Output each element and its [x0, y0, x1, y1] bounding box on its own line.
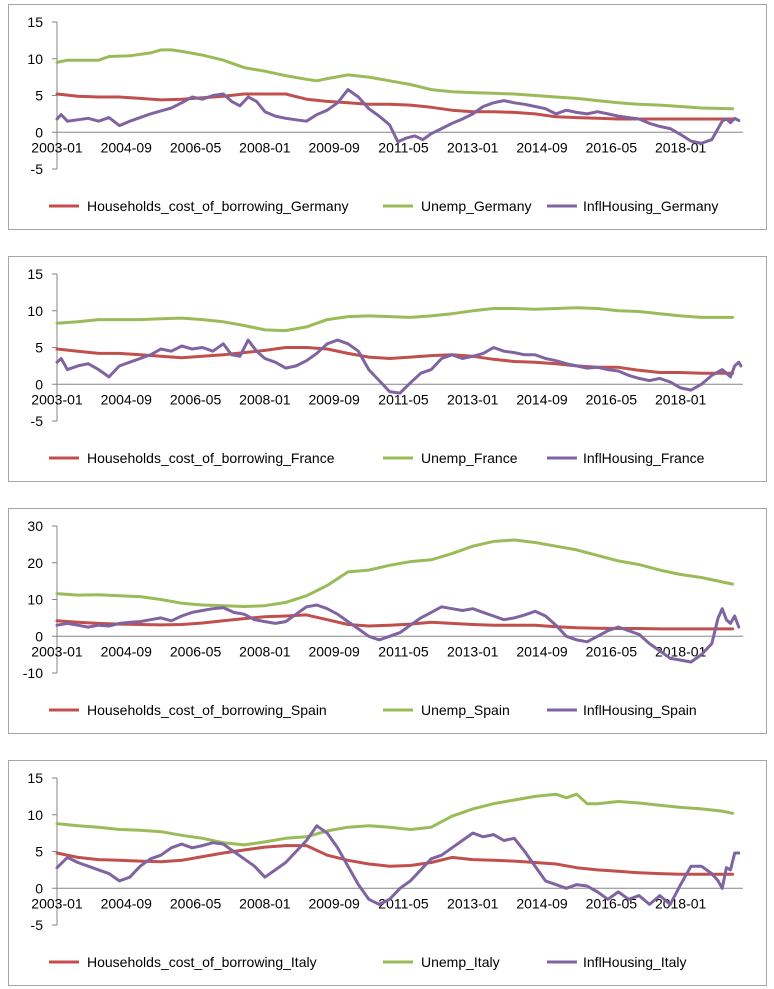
- y-tick-label: 0: [35, 124, 43, 140]
- y-tick-label: -5: [31, 161, 44, 177]
- x-tick-label: 2018-01: [655, 391, 707, 407]
- x-tick-label: 2013-01: [447, 643, 499, 659]
- y-tick-label: -5: [31, 413, 44, 429]
- x-tick-label: 2011-05: [378, 139, 429, 155]
- legend-label-infl: InflHousing_Spain: [583, 702, 697, 718]
- x-tick-label: 2013-01: [447, 895, 499, 911]
- x-tick-label: 2013-01: [447, 391, 499, 407]
- line-chart-france: -5 0 5 10 15 2003-01 2004-09 2006-05 2008-01 2009…: [27, 266, 743, 466]
- series-line-infl: [55, 824, 741, 906]
- x-tick-label: 2008-01: [239, 643, 291, 659]
- series-line-infl: [55, 88, 741, 145]
- legend-label-unemp: Unemp_Italy: [421, 954, 500, 970]
- chart-panel-italy: -5 0 5 10 15 2003-01 2004-09 2006-05 2008-01 2009…: [8, 760, 767, 986]
- x-tick-label: 2006-05: [170, 139, 222, 155]
- series-line-unemp: [55, 306, 735, 333]
- x-tick-label: 2009-09: [308, 643, 360, 659]
- line-chart-spain: -10 0 10 20 30 2003-01 2004-09 2006-05 2008-01 20…: [23, 518, 743, 718]
- chart-panel-france: -5 0 5 10 15 2003-01 2004-09 2006-05 2008-01 2009…: [8, 256, 767, 482]
- series-line-infl: [55, 338, 743, 395]
- series-line-unemp: [55, 538, 735, 608]
- series-line-unemp: [55, 48, 735, 111]
- line-chart-italy: -5 0 5 10 15 2003-01 2004-09 2006-05 2008-01 2009…: [27, 770, 743, 970]
- x-tick-label: 2014-09: [516, 391, 568, 407]
- x-tick-label: 2011-05: [378, 895, 429, 911]
- x-tick-label: 2009-09: [308, 895, 360, 911]
- y-tick-label: 10: [27, 592, 43, 608]
- legend-label-unemp: Unemp_Germany: [421, 198, 532, 214]
- x-tick-label: 2016-05: [586, 643, 638, 659]
- legend-label-infl: InflHousing_France: [583, 450, 705, 466]
- x-tick-label: 2014-09: [516, 895, 568, 911]
- legend-label-cost: Households_cost_of_borrowing_France: [87, 450, 335, 466]
- x-tick-label: 2006-05: [170, 895, 222, 911]
- y-tick-label: 15: [27, 14, 43, 30]
- series-line-infl: [55, 603, 741, 664]
- chart-panel-germany: -5 0 5 10 15 2003-01 2004-09 2006-05 2008-01 2009…: [8, 4, 767, 230]
- x-tick-label: 2018-01: [655, 895, 707, 911]
- x-tick-label: 2006-05: [170, 643, 222, 659]
- x-tick-label: 2003-01: [31, 895, 83, 911]
- x-tick-label: 2014-09: [516, 643, 568, 659]
- x-tick-label: 2006-05: [170, 391, 222, 407]
- y-tick-label: 5: [35, 340, 43, 356]
- x-tick-label: 2008-01: [239, 895, 291, 911]
- x-tick-label: 2008-01: [239, 139, 291, 155]
- x-tick-label: 2008-01: [239, 391, 291, 407]
- series-line-cost: [55, 92, 735, 121]
- legend-label-unemp: Unemp_Spain: [421, 702, 510, 718]
- x-tick-label: 2003-01: [31, 139, 83, 155]
- y-tick-label: -5: [31, 917, 44, 933]
- x-tick-label: 2004-09: [101, 643, 153, 659]
- x-tick-label: 2004-09: [101, 391, 153, 407]
- y-tick-label: 10: [27, 303, 43, 319]
- x-tick-label: 2018-01: [655, 139, 707, 155]
- legend-label-cost: Households_cost_of_borrowing_Italy: [87, 954, 317, 970]
- legend-label-unemp: Unemp_France: [421, 450, 518, 466]
- x-tick-label: 2011-05: [378, 391, 429, 407]
- y-tick-label: 0: [35, 628, 43, 644]
- y-tick-label: 30: [27, 518, 43, 534]
- series-line-cost: [55, 346, 735, 375]
- series-line-cost: [55, 844, 735, 876]
- x-tick-label: 2003-01: [31, 643, 83, 659]
- chart-panel-spain: -10 0 10 20 30 2003-01 2004-09 2006-05 2008-01 20…: [8, 508, 767, 734]
- x-tick-label: 2004-09: [101, 895, 153, 911]
- x-tick-label: 2014-09: [516, 139, 568, 155]
- y-tick-label: 5: [35, 88, 43, 104]
- y-tick-label: 0: [35, 880, 43, 896]
- legend-label-cost: Households_cost_of_borrowing_Germany: [87, 198, 348, 214]
- x-tick-label: 2009-09: [308, 391, 360, 407]
- x-tick-label: 2011-05: [378, 643, 429, 659]
- x-tick-label: 2013-01: [447, 139, 499, 155]
- line-chart-germany: -5 0 5 10 15 2003-01 2004-09 2006-05 2008-01 2009…: [27, 14, 743, 214]
- y-tick-label: 15: [27, 266, 43, 282]
- y-tick-label: 10: [27, 51, 43, 67]
- legend-label-infl: InflHousing_Italy: [583, 954, 687, 970]
- y-tick-label: 20: [27, 555, 43, 571]
- series-line-unemp: [55, 792, 735, 847]
- legend-label-cost: Households_cost_of_borrowing_Spain: [87, 702, 327, 718]
- y-tick-label: 10: [27, 807, 43, 823]
- x-tick-label: 2004-09: [101, 139, 153, 155]
- legend-label-infl: InflHousing_Germany: [583, 198, 718, 214]
- y-tick-label: -10: [23, 665, 43, 681]
- y-tick-label: 15: [27, 770, 43, 786]
- x-tick-label: 2003-01: [31, 391, 83, 407]
- x-tick-label: 2016-05: [586, 139, 638, 155]
- x-tick-label: 2009-09: [308, 139, 360, 155]
- x-tick-label: 2016-05: [586, 895, 638, 911]
- y-tick-label: 0: [35, 376, 43, 392]
- y-tick-label: 5: [35, 844, 43, 860]
- x-tick-label: 2016-05: [586, 391, 638, 407]
